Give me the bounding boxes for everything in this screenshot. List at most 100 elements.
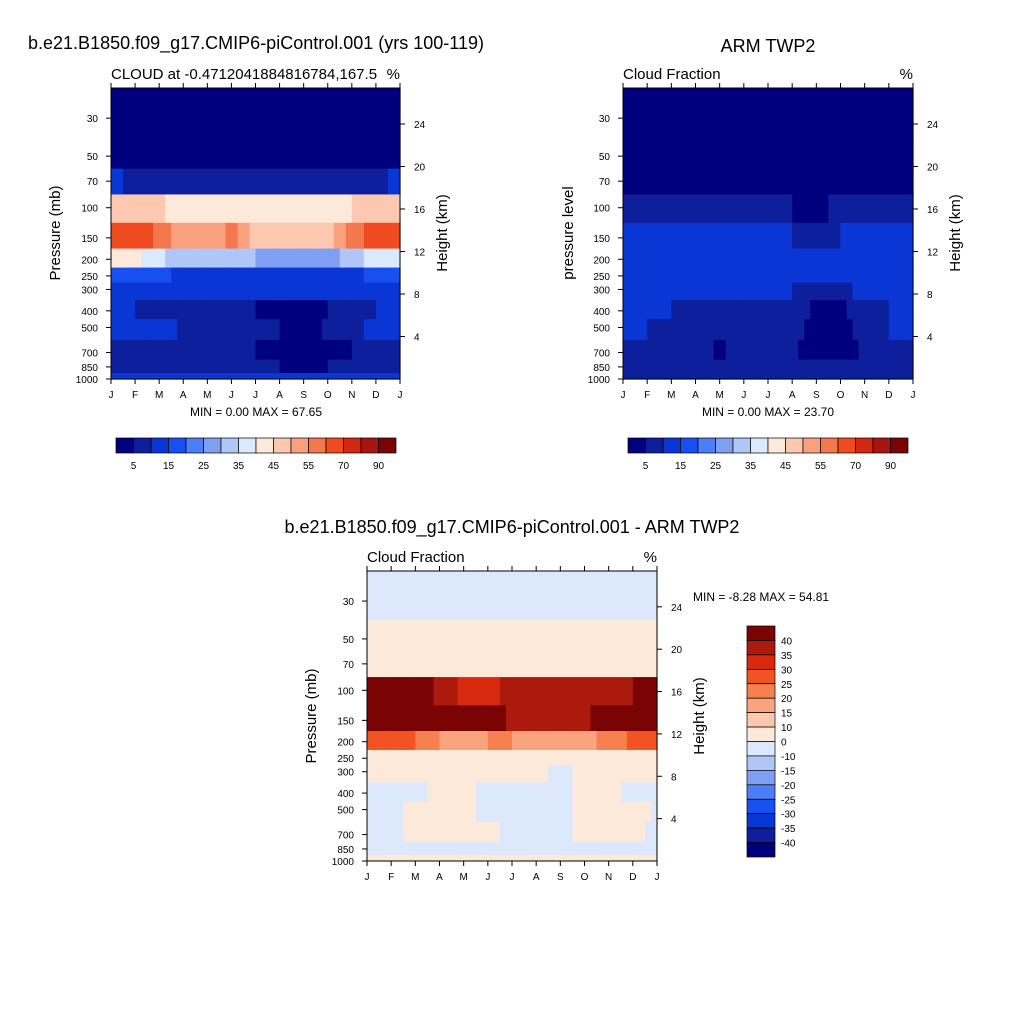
heatmap-cell xyxy=(858,194,866,224)
heatmap-cell xyxy=(327,319,335,341)
heatmap-cell xyxy=(481,782,489,802)
heatmap-cell xyxy=(345,282,353,301)
heatmap-cell xyxy=(906,319,914,341)
heatmap-cell xyxy=(397,731,404,751)
heatmap-cell xyxy=(870,248,878,269)
heatmap-cell xyxy=(249,372,257,380)
heatmap-cell xyxy=(731,300,739,320)
heatmap-cell xyxy=(677,137,685,170)
heatmap-cell xyxy=(638,677,646,706)
heatmap-cell xyxy=(403,782,410,802)
heatmap-cell xyxy=(876,282,884,301)
heatmap-cell xyxy=(804,168,811,196)
heatmap-cell xyxy=(427,801,435,823)
heatmap-cell xyxy=(755,168,763,196)
heatmap-cell xyxy=(590,764,598,784)
heatmap-cell xyxy=(409,764,416,784)
heatmap-cell xyxy=(207,339,214,361)
heatmap-cell xyxy=(864,222,872,250)
heatmap-cell xyxy=(774,88,781,138)
heatmap-cell xyxy=(629,339,636,361)
heatmap-cell xyxy=(780,300,787,320)
heatmap-cell xyxy=(123,359,130,374)
heatmap-cell xyxy=(339,168,347,196)
x-tick-label: N xyxy=(861,390,868,401)
heatmap-cell xyxy=(291,168,299,196)
colorbar-label: -15 xyxy=(781,766,796,777)
heatmap-cell xyxy=(894,88,902,138)
heatmap-cell xyxy=(560,705,567,732)
x-tick-label: M xyxy=(459,872,467,883)
heatmap-cell xyxy=(804,339,811,361)
heatmap-cell xyxy=(554,764,561,784)
heatmap-cell xyxy=(439,731,447,751)
heatmap-cell xyxy=(397,854,404,862)
heatmap-cell xyxy=(623,88,630,138)
heatmap-cell xyxy=(315,339,323,361)
heatmap-cell xyxy=(846,88,854,138)
heatmap-cell xyxy=(638,782,646,802)
heatmap-cell xyxy=(743,222,751,250)
heatmap-cell xyxy=(409,677,416,706)
heatmap-cell xyxy=(882,194,890,224)
heatmap-cell xyxy=(644,619,652,652)
heatmap-cell xyxy=(683,359,691,374)
x-tick-label: A xyxy=(692,390,699,401)
heatmap-cell xyxy=(141,88,148,138)
heatmap-cell xyxy=(463,731,471,751)
heatmap-cell xyxy=(409,651,416,678)
heatmap-cell xyxy=(469,782,477,802)
heatmap-cell xyxy=(201,168,208,196)
heatmap-cell xyxy=(315,359,323,374)
heatmap-cell xyxy=(189,248,196,269)
heatmap-cell xyxy=(900,267,908,284)
panel-obs-ylabel: pressure level xyxy=(560,186,577,279)
heatmap-cell xyxy=(743,372,751,380)
heatmap-cell xyxy=(177,222,184,250)
heatmap-cell xyxy=(457,749,465,766)
x-tick-label: J xyxy=(365,872,370,883)
heatmap-cell xyxy=(822,194,830,224)
heatmap-cell xyxy=(297,282,305,301)
x-tick-label: S xyxy=(300,390,307,401)
heatmap-cell xyxy=(291,372,299,380)
heatmap-cell xyxy=(749,88,757,138)
colorbar-swatch xyxy=(746,625,776,641)
heatmap-cell xyxy=(719,88,727,138)
y-tick-label: 150 xyxy=(593,234,610,245)
heatmap-cell xyxy=(743,88,751,138)
heatmap-cell xyxy=(243,282,251,301)
heatmap-cell xyxy=(584,801,592,823)
heatmap-cell xyxy=(858,267,866,284)
heatmap-cell xyxy=(415,619,422,652)
heatmap-cell xyxy=(123,267,130,284)
heatmap-cell xyxy=(572,764,580,784)
heatmap-cell xyxy=(786,88,793,138)
x-tick-label: A xyxy=(533,872,540,883)
panel-model-minmax: MIN = 0.00 MAX = 67.65 xyxy=(190,405,322,419)
heatmap-cell xyxy=(285,319,293,341)
heatmap-cell xyxy=(761,372,769,380)
heatmap-cell xyxy=(665,282,672,301)
heatmap-cell xyxy=(255,222,263,250)
heatmap-cell xyxy=(792,168,799,196)
heatmap-cell xyxy=(153,282,160,301)
heatmap-cell xyxy=(475,841,483,856)
heatmap-cell xyxy=(761,194,769,224)
heatmap-cell xyxy=(379,571,386,621)
heatmap-cell xyxy=(345,267,353,284)
heatmap-cell xyxy=(117,248,124,269)
heatmap-cell xyxy=(367,801,374,823)
heatmap-cell xyxy=(524,764,531,784)
heatmap-cell xyxy=(626,801,634,823)
heatmap-cell xyxy=(117,300,124,320)
heatmap-cell xyxy=(393,267,401,284)
heatmap-cell xyxy=(719,372,727,380)
y-tick-label: 850 xyxy=(81,363,98,374)
heatmap-cell xyxy=(487,651,495,678)
heatmap-cell xyxy=(475,854,483,862)
x-tick-label: A xyxy=(180,390,187,401)
heatmap-cell xyxy=(542,749,549,766)
y-tick-label: 500 xyxy=(337,806,354,817)
heatmap-cell xyxy=(261,194,269,224)
